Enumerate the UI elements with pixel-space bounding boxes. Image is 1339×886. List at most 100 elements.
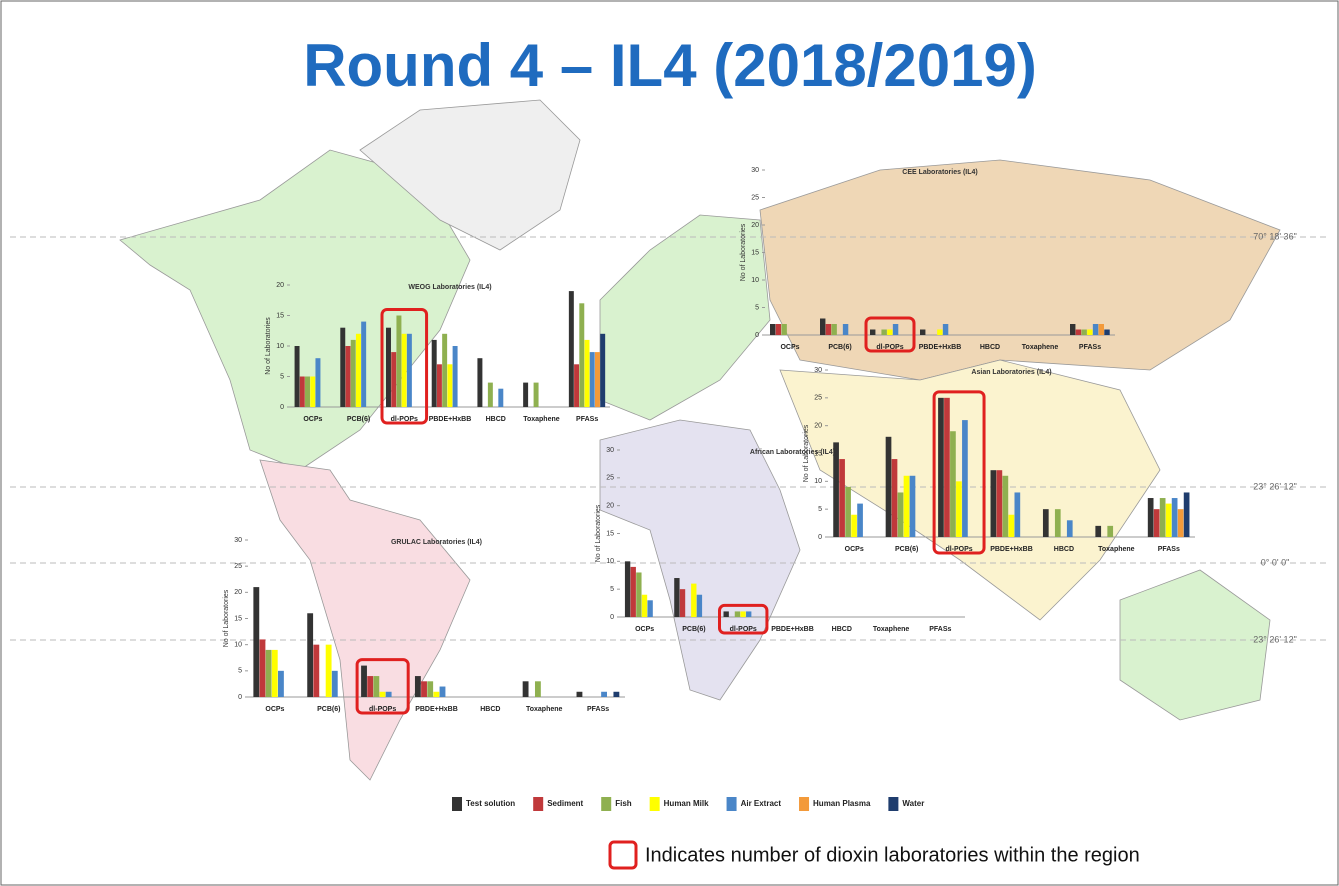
- x-tick-label: PCB(6): [317, 706, 340, 713]
- bar: [534, 681, 541, 697]
- y-tick-label: 20: [751, 222, 759, 229]
- bar: [325, 644, 332, 697]
- y-tick-label: 15: [751, 249, 759, 256]
- bar: [990, 470, 997, 537]
- x-tick-label: OCPs: [780, 344, 799, 351]
- y-tick-label: 10: [606, 558, 614, 565]
- x-tick-label: dl-POPs: [730, 626, 757, 633]
- y-tick-label: 15: [606, 530, 614, 537]
- chart-title: CEE Laboratories (IL4): [902, 169, 977, 176]
- y-tick-label: 15: [814, 450, 822, 457]
- x-tick-label: Toxaphene: [1098, 546, 1135, 553]
- bar: [950, 431, 956, 537]
- bar: [1008, 514, 1015, 537]
- bar: [522, 681, 529, 697]
- x-tick-label: PFASs: [576, 416, 598, 423]
- bar: [406, 333, 412, 407]
- bar: [477, 358, 483, 407]
- bar: [938, 397, 944, 537]
- x-tick-label: Toxaphene: [873, 626, 910, 633]
- bar: [613, 691, 620, 697]
- y-axis-label: No of Laboratories: [265, 317, 272, 375]
- region-chart: 0 5 10 15 20 25 30 No of Laboratories Asian Labo…: [803, 367, 1195, 555]
- y-tick-label: 5: [610, 586, 614, 593]
- bar: [431, 339, 437, 407]
- bar: [962, 420, 968, 537]
- latitude-label: 70° 18' 36": [1253, 231, 1297, 241]
- y-tick-label: 0: [238, 694, 242, 701]
- y-tick-label: 25: [234, 563, 242, 570]
- y-axis-label: No of Laboratories: [595, 504, 602, 562]
- bar: [355, 333, 361, 407]
- bar: [253, 587, 260, 697]
- y-tick-label: 20: [814, 423, 822, 430]
- bar: [956, 481, 962, 537]
- bar: [373, 676, 380, 697]
- x-tick-label: OCPs: [845, 546, 864, 553]
- charts: 0 5 10 15 20 No of Laboratories WEOG Laborator…: [223, 167, 1195, 715]
- bar: [1054, 509, 1061, 537]
- bar: [594, 352, 600, 407]
- bar: [427, 681, 434, 697]
- bar: [396, 315, 402, 407]
- bar: [1092, 324, 1099, 335]
- bar: [1081, 329, 1087, 335]
- y-tick-label: 0: [755, 332, 759, 339]
- bar: [851, 514, 857, 537]
- x-tick-label: OCPs: [265, 706, 284, 713]
- bar: [442, 333, 448, 407]
- bar: [881, 329, 887, 335]
- bar: [892, 324, 899, 335]
- region-chart: 0 5 10 15 20 25 30 No of Laboratories CEE Labora…: [740, 167, 1115, 353]
- x-tick-label: Toxaphene: [526, 706, 563, 713]
- bar: [361, 665, 367, 697]
- y-tick-label: 30: [606, 447, 614, 454]
- x-tick-label: dl-POPs: [369, 706, 396, 713]
- x-tick-label: OCPs: [303, 416, 322, 423]
- bar: [839, 459, 845, 537]
- bar: [574, 364, 580, 407]
- legend-swatch: [533, 797, 544, 811]
- y-tick-label: 25: [814, 395, 822, 402]
- bar: [340, 327, 346, 407]
- x-tick-label: PBDE+HxBB: [919, 344, 962, 351]
- y-tick-label: 25: [751, 194, 759, 201]
- note-marker: [608, 840, 638, 870]
- bar: [386, 327, 391, 407]
- bar: [842, 324, 849, 335]
- legend-swatch: [649, 797, 660, 811]
- bar: [294, 346, 300, 407]
- bar: [589, 352, 595, 407]
- bar: [1066, 520, 1073, 537]
- bar: [831, 324, 837, 335]
- region-chart: 0 5 10 15 20 25 30 No of Laboratories African La…: [595, 447, 965, 635]
- chart-title: WEOG Laboratories (IL4): [408, 284, 491, 291]
- bar: [1104, 329, 1110, 335]
- bar: [1147, 498, 1154, 537]
- bar: [367, 676, 374, 697]
- bar: [674, 578, 680, 617]
- x-tick-label: dl-POPs: [876, 344, 903, 351]
- bar: [1075, 329, 1082, 335]
- x-tick-label: Toxaphene: [1022, 344, 1059, 351]
- bar: [1177, 509, 1184, 537]
- bar: [439, 686, 446, 697]
- y-tick-label: 20: [276, 282, 284, 289]
- y-axis-label: No of Laboratories: [223, 589, 230, 647]
- bar: [775, 324, 782, 335]
- legend-label: Air Extract: [741, 799, 782, 808]
- bar: [584, 339, 590, 407]
- bar: [421, 681, 427, 697]
- bar: [833, 442, 839, 537]
- latitude-label: 23° 26' 12": [1253, 481, 1297, 491]
- bar: [265, 649, 272, 697]
- bar: [259, 639, 266, 697]
- bar: [723, 611, 729, 617]
- bar: [845, 486, 851, 537]
- bar: [1002, 475, 1009, 537]
- y-axis-label: No of Laboratories: [803, 424, 810, 482]
- region-chart: 0 5 10 15 20 25 30 No of Laboratories GRULAC Lab…: [223, 537, 625, 715]
- bar: [305, 376, 310, 407]
- bar: [315, 358, 321, 407]
- bar: [996, 470, 1003, 537]
